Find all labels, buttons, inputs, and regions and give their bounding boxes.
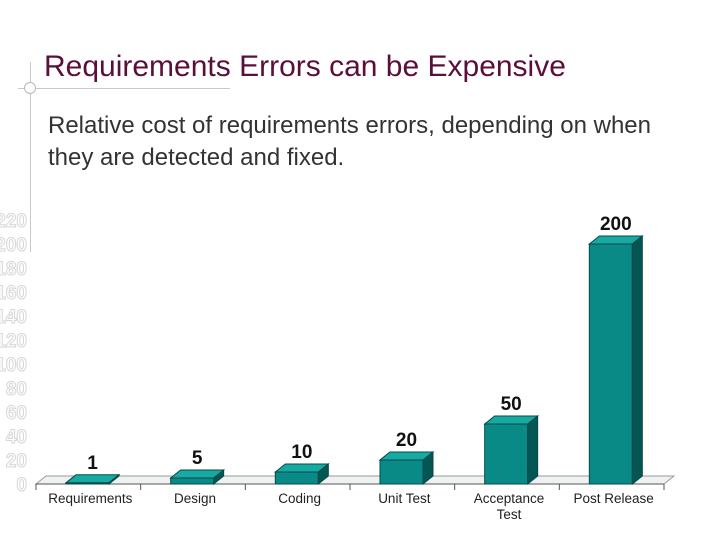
x-tick-label: Requirements [48,491,132,506]
x-tick-label: Design [174,491,216,506]
y-tick-label: 140 [0,307,27,328]
y-tick-label: 220 [0,211,27,232]
bar [274,471,319,485]
bar-side [631,234,643,486]
y-tick-label: 20 [6,451,27,472]
chart-floor [34,475,676,485]
y-tick-label: 160 [0,283,27,304]
y-tick-label: 40 [6,427,27,448]
bar [588,243,633,485]
y-tick-label: 0 [16,475,27,496]
y-tick-label: 120 [0,331,27,352]
crosshair-circle-icon [24,82,36,94]
data-label: 20 [396,430,417,451]
data-label: 200 [600,214,632,235]
data-label: 5 [192,448,203,469]
bar [484,423,529,485]
data-label: 1 [87,453,98,474]
data-label: 10 [291,442,312,463]
y-tick-label: 200 [0,235,27,256]
bar-side [213,468,225,486]
y-tick-label: 60 [6,403,27,424]
x-tick-label: Test [497,507,522,522]
bar [379,459,424,485]
slide-title: Requirements Errors can be Expensive [44,50,566,83]
y-tick-label: 100 [0,355,27,376]
bar [170,477,215,485]
decorative-vertical-line [30,62,31,252]
decorative-horizontal-line [18,88,230,89]
x-tick-label: Post Release [574,491,654,506]
data-label: 50 [501,394,522,415]
bar-side [317,462,329,486]
y-tick-label: 80 [6,379,27,400]
slide-subtitle: Relative cost of requirements errors, de… [48,112,651,171]
x-tick-label: Acceptance [474,491,545,506]
bar-side [108,473,120,486]
y-tick-label: 180 [0,259,27,280]
bar-side [527,414,539,486]
x-tick-label: Coding [278,491,321,506]
x-tick-label: Unit Test [378,491,431,506]
bar-side [422,450,434,486]
